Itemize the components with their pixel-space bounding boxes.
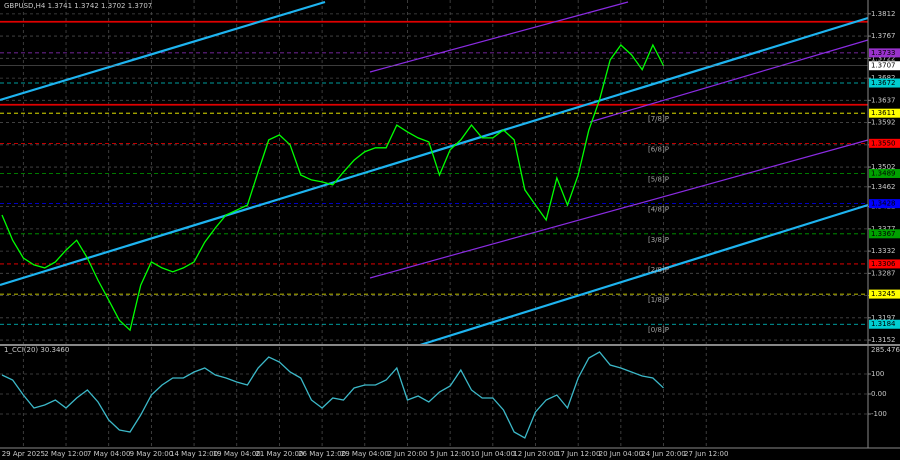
x-tick-label: 21 May 20:00 [255,450,303,458]
level-label-box [869,199,900,209]
y-tick-label: -100 [871,410,887,418]
x-tick-label: 14 May 12:00 [170,450,218,458]
y-tick-label: 1.3767 [871,32,896,40]
level-tag: [0/8]P [648,326,669,334]
level-label: 1.3611 [871,109,896,117]
y-tick-label: 1.3682 [871,74,896,82]
level-label-box [869,78,900,88]
x-tick-label: 12 Jun 20:00 [513,450,557,458]
level-label-box [869,319,900,329]
y-tick-label: 1.3332 [871,247,896,255]
series-line [1,351,664,439]
y-tick-label: 1.3502 [871,163,896,171]
current-price-box [869,61,900,71]
x-tick-label: 20 Jun 04:00 [599,450,643,458]
current-price-label: 1.3707 [871,62,896,70]
x-tick-label: 24 Jun 20:00 [641,450,685,458]
level-label: 1.3672 [871,79,896,87]
channel-line [369,139,869,279]
chart-title: GBPUSD,H4 1.3741 1.3742 1.3702 1.3707 [4,2,152,10]
trend-lines [0,0,869,347]
level-tag: [2/8]P [648,266,669,274]
trend-line [419,203,869,347]
x-tick-label: 9 May 20:00 [130,450,174,458]
y-tick-label: 1.3377 [871,225,896,233]
indicator-max-label: 285.4768 [871,346,900,354]
y-tick-label: 1.3287 [871,269,896,277]
level-label: 1.3245 [871,290,896,298]
level-label: 1.3367 [871,230,896,238]
level-label-box [869,259,900,269]
level-tag: [6/8]P [648,145,669,153]
x-tick-label: 19 May 04:00 [213,450,261,458]
channel-line [369,1,629,73]
level-label-box [869,108,900,118]
y-tick-label: 1.3637 [871,96,896,104]
x-tick-label: 10 Jun 04:00 [471,450,515,458]
level-tag: [3/8]P [648,236,669,244]
level-label-box [869,289,900,299]
level-label-box [869,229,900,239]
level-label: 1.3489 [871,169,896,177]
level-label: 1.3428 [871,200,896,208]
y-tick-label: 1.3812 [871,10,896,18]
x-tick-label: 5 Jun 12:00 [430,450,470,458]
y-tick-label: 1.3152 [871,336,896,344]
level-label: 1.3184 [871,320,896,328]
x-tick-label: 29 May 04:00 [341,450,389,458]
level-label-box [869,168,900,178]
trend-line [0,16,869,287]
level-tag: [7/8]P [648,115,669,123]
level-label-box [869,138,900,148]
y-tick-label: 100 [871,370,884,378]
y-tick-label: 1.3462 [871,183,896,191]
x-tick-label: 26 May 12:00 [298,450,346,458]
y-tick-label: 0.00 [871,390,887,398]
channel-line [589,39,869,123]
x-tick-label: 17 Jun 12:00 [556,450,600,458]
level-tag: [5/8]P [648,175,669,183]
level-label: 1.3733 [871,49,896,57]
y-tick-label: 1.3197 [871,314,896,322]
level-label: 1.3306 [871,260,896,268]
x-tick-label: 27 Jun 12:00 [684,450,728,458]
level-tag: [4/8]P [648,206,669,214]
trend-line [0,0,326,102]
level-label-box [869,48,900,58]
level-label: 1.3550 [871,139,896,147]
indicator-title: 1_CCI(20) 30.3460 [4,346,69,354]
x-tick-label: 7 May 04:00 [87,450,131,458]
x-tick-label: 29 Apr 2025 [2,450,45,458]
y-tick-label: 1.3722 [871,54,896,62]
x-tick-label: 2 Jun 20:00 [387,450,427,458]
x-tick-label: 2 May 12:00 [44,450,88,458]
level-tag: [1/8]P [648,296,669,304]
series-line [1,43,665,332]
y-tick-label: 1.3592 [871,119,896,127]
